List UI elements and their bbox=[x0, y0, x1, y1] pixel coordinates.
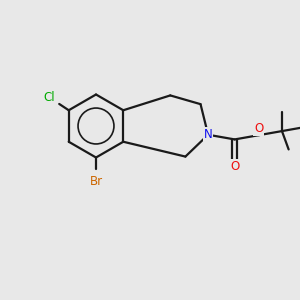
Text: Br: Br bbox=[89, 175, 103, 188]
Text: N: N bbox=[204, 128, 212, 141]
Text: O: O bbox=[254, 122, 263, 135]
Text: Cl: Cl bbox=[44, 92, 56, 104]
Text: O: O bbox=[230, 160, 239, 173]
